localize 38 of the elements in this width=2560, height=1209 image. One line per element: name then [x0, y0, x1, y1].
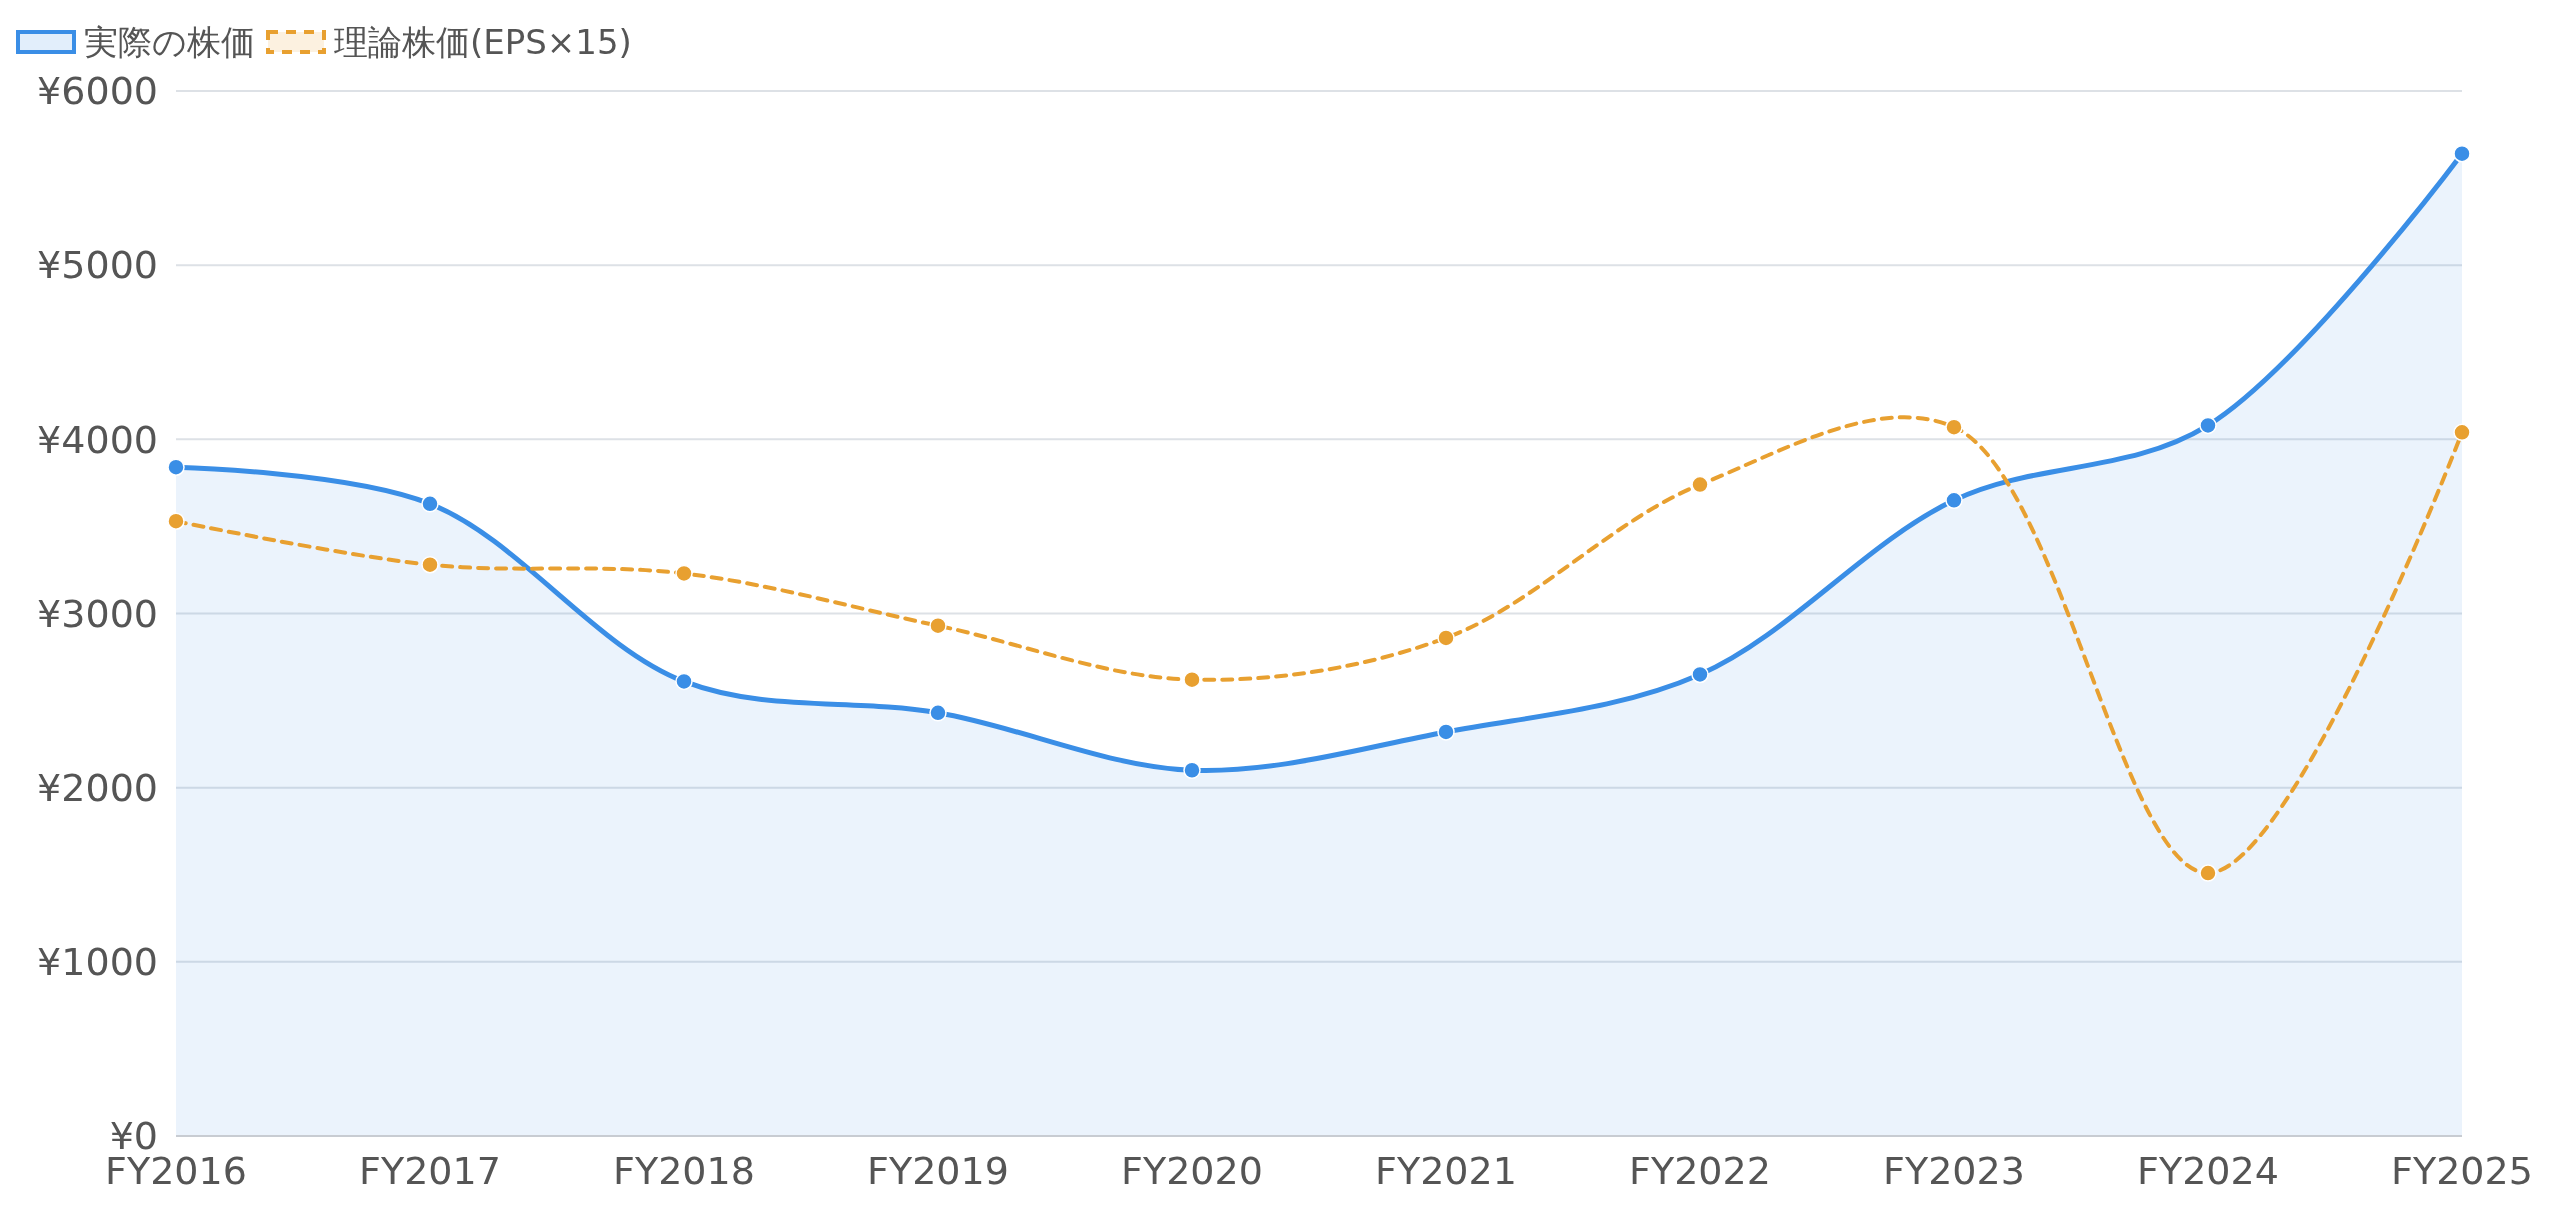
x-tick-label: FY2016	[105, 1149, 247, 1193]
point	[421, 555, 439, 574]
y-tick-label: ¥2000	[37, 765, 158, 810]
x-tick-label: FY2023	[1883, 1149, 2025, 1193]
point	[1183, 761, 1201, 779]
point	[1437, 723, 1455, 741]
point	[929, 704, 947, 722]
y-tick-label: ¥1000	[37, 940, 158, 985]
legend-label: 理論株価(EPS×15)	[334, 21, 632, 62]
x-tick-label: FY2018	[613, 1149, 755, 1193]
y-tick-label: ¥4000	[37, 417, 158, 462]
point	[675, 672, 693, 691]
y-tick-label: ¥3000	[37, 591, 158, 636]
point	[1945, 418, 1963, 436]
point	[167, 458, 185, 476]
y-tick-label: ¥6000	[37, 69, 158, 114]
point	[421, 495, 439, 513]
point	[2453, 423, 2471, 442]
point	[929, 616, 947, 635]
point	[675, 564, 693, 583]
point	[1437, 629, 1455, 647]
point	[1945, 491, 1963, 510]
point	[2453, 144, 2471, 163]
x-tick-label: FY2020	[1121, 1149, 1263, 1193]
x-tick-label: FY2019	[867, 1149, 1009, 1193]
x-tick-label: FY2024	[2137, 1149, 2279, 1193]
x-tick-label: FY2017	[359, 1149, 501, 1193]
point	[2199, 416, 2217, 435]
point	[1691, 665, 1709, 684]
x-tick-label: FY2021	[1375, 1149, 1517, 1193]
legend-label: 実際の株価	[84, 21, 255, 62]
point	[2199, 864, 2217, 882]
y-tick-label: ¥5000	[37, 243, 158, 288]
point	[1183, 670, 1201, 689]
point	[1691, 475, 1709, 494]
point	[167, 512, 185, 530]
x-tick-label: FY2025	[2391, 1149, 2533, 1193]
x-tick-label: FY2022	[1629, 1149, 1771, 1193]
